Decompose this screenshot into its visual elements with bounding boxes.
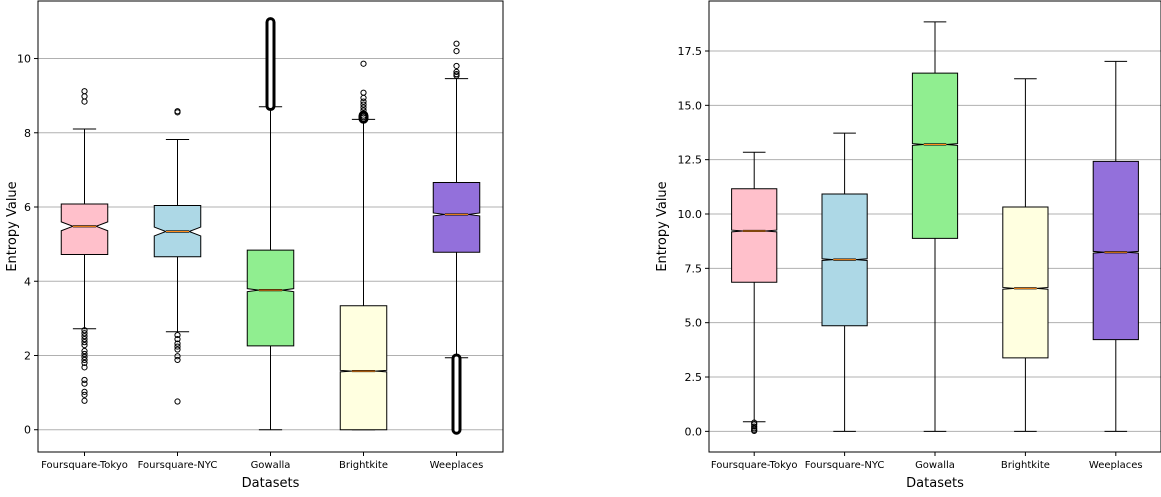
y-axis-label: Entropy Value xyxy=(5,181,20,271)
x-tick-label: Brightkite xyxy=(1001,460,1050,471)
outlier-point xyxy=(174,398,181,405)
y-tick-label: 5.0 xyxy=(685,317,703,330)
x-tick-label: Weeplaces xyxy=(430,460,484,471)
outlier-point xyxy=(81,388,88,395)
box-body xyxy=(339,305,388,431)
outlier-point xyxy=(81,341,88,349)
outlier-point xyxy=(81,330,88,337)
outlier-point xyxy=(81,98,88,105)
outlier-point xyxy=(453,68,460,75)
x-tick-label: Gowalla xyxy=(251,460,291,471)
outlier-point xyxy=(360,94,367,101)
outlier-point xyxy=(81,347,88,355)
outlier-point xyxy=(174,109,181,116)
outlier-point xyxy=(453,72,460,79)
box-gowalla xyxy=(246,17,295,431)
box-foursquare-tokyo xyxy=(731,151,778,435)
outlier-point xyxy=(453,40,460,47)
outlier-point xyxy=(81,397,88,404)
outlier-point xyxy=(360,114,367,121)
outlier-point xyxy=(360,104,367,111)
outlier-point xyxy=(174,331,181,339)
box-body xyxy=(731,188,778,283)
box-weeplaces xyxy=(1092,60,1139,432)
chart-panel-1: 0 2 4 6 8 10 Foursquare-Tokyo Foursquare-NYC Gow… xyxy=(5,0,504,491)
outlier-point xyxy=(360,98,367,105)
x-tick-label: Foursquare-NYC xyxy=(138,460,218,471)
x-axis-label: Datasets xyxy=(906,476,964,491)
outlier-point xyxy=(81,380,88,387)
outlier-point xyxy=(751,427,758,435)
box-body xyxy=(1002,206,1049,359)
outlier-point xyxy=(81,350,88,358)
y-tick-label: 12.5 xyxy=(678,154,703,167)
outlier-point xyxy=(453,48,460,55)
y-tick-label: 8 xyxy=(24,127,31,140)
outlier-point xyxy=(360,110,367,117)
chart-panel-2: 0.0 2.5 5.0 7.5 10.0 12.5 15.0 17.5 Foursquare-T… xyxy=(655,0,1161,491)
y-tick-label: 10 xyxy=(17,53,31,66)
y-tick-label: 2.5 xyxy=(685,371,703,384)
box-body xyxy=(1092,160,1139,341)
y-tick-label: 4 xyxy=(24,275,31,288)
box-weeplaces xyxy=(432,40,481,435)
outlier-point xyxy=(81,336,88,343)
outlier-point xyxy=(81,391,88,398)
outlier-point xyxy=(174,336,181,343)
y-tick-label: 2 xyxy=(24,349,31,362)
y-tick-label: 7.5 xyxy=(685,262,703,275)
outlier-point xyxy=(81,327,88,334)
outlier-point xyxy=(360,60,367,67)
x-tick-label: Brightkite xyxy=(339,460,388,471)
outlier-band xyxy=(451,353,462,435)
outlier-point xyxy=(174,353,181,360)
x-tick-label: Gowalla xyxy=(915,460,955,471)
outlier-point xyxy=(81,359,88,367)
box-foursquare-nyc xyxy=(821,132,868,432)
outlier-point xyxy=(174,346,181,353)
y-tick-label: 15.0 xyxy=(678,99,703,112)
box-body xyxy=(432,182,481,253)
box-body xyxy=(911,72,959,239)
y-tick-label: 0 xyxy=(24,424,31,437)
outlier-point xyxy=(174,343,181,350)
outlier-point xyxy=(81,333,88,340)
axes-frame xyxy=(37,0,504,453)
outlier-point xyxy=(751,423,758,430)
box-brightkite xyxy=(1002,78,1049,432)
box-body xyxy=(246,249,295,347)
x-tick-label: Foursquare-NYC xyxy=(805,460,885,471)
outlier-point xyxy=(360,101,367,108)
outlier-point xyxy=(174,356,181,364)
outlier-point xyxy=(81,88,88,95)
outlier-point xyxy=(360,89,367,96)
outlier-point xyxy=(81,364,88,371)
outlier-point xyxy=(81,356,88,364)
outlier-point xyxy=(81,93,88,100)
outlier-band xyxy=(265,17,276,112)
y-tick-label: 0.0 xyxy=(685,425,703,438)
box-body xyxy=(60,203,109,256)
axes-frame xyxy=(708,0,1161,453)
y-tick-label: 17.5 xyxy=(678,45,703,58)
box-foursquare-nyc xyxy=(153,108,202,405)
y-axis-label: Entropy Value xyxy=(655,181,670,271)
outlier-point xyxy=(174,340,181,347)
x-axis-label: Datasets xyxy=(242,476,300,491)
outlier-point xyxy=(81,376,88,384)
y-tick-label: 10.0 xyxy=(678,208,703,221)
x-tick-label: Foursquare-Tokyo xyxy=(711,460,798,471)
outlier-point xyxy=(81,353,88,361)
box-gowalla xyxy=(911,21,959,432)
y-tick-label: 6 xyxy=(24,201,31,214)
outlier-point xyxy=(453,62,460,70)
box-brightkite xyxy=(339,60,388,431)
box-foursquare-tokyo xyxy=(60,88,109,404)
outlier-point xyxy=(81,339,88,346)
x-tick-label: Weeplaces xyxy=(1089,460,1143,471)
x-tick-label: Foursquare-Tokyo xyxy=(41,460,128,471)
